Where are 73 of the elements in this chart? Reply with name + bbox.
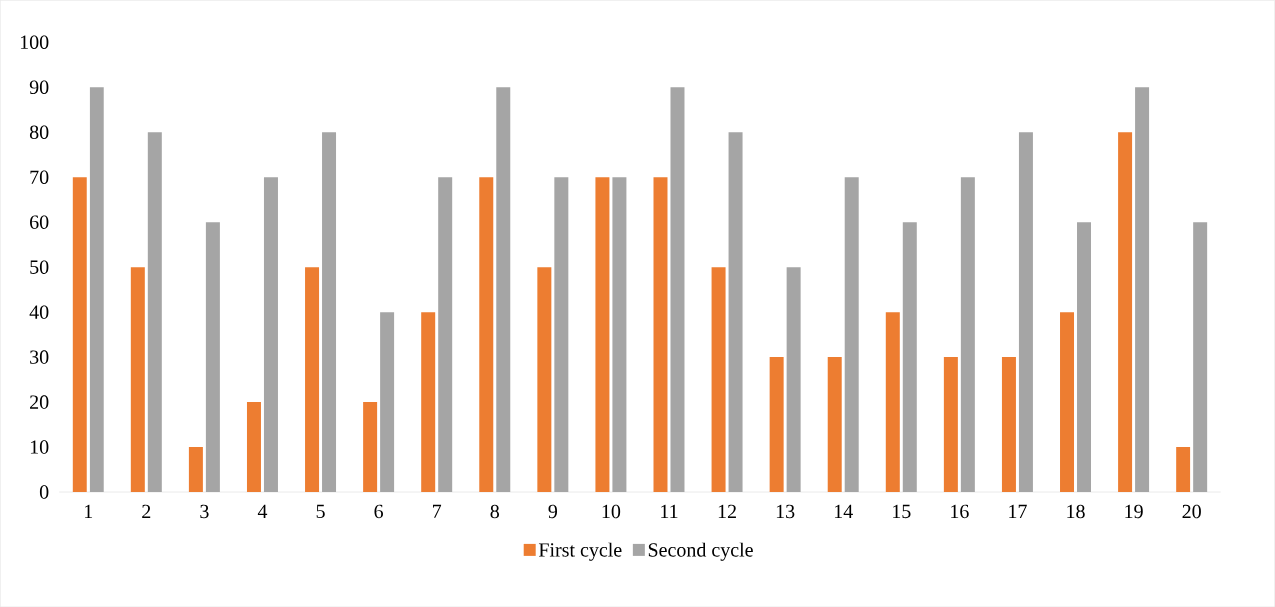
y-tick-label: 90 <box>29 80 49 94</box>
y-tick-label: 70 <box>30 170 49 184</box>
x-tick-label: 5 <box>316 504 325 518</box>
x-tick-label: 13 <box>776 504 795 519</box>
bar <box>72 177 87 492</box>
bar <box>479 177 494 492</box>
x-tick-label: 18 <box>1067 504 1085 519</box>
bar <box>1060 312 1075 492</box>
y-tick-label: 10 <box>30 440 49 454</box>
y-tick-label: 0 <box>39 485 49 499</box>
bar <box>1077 222 1092 492</box>
legend-label: First cycle <box>538 542 622 561</box>
x-tick-label: 4 <box>257 504 268 518</box>
bar <box>380 312 395 492</box>
bar <box>554 177 569 492</box>
bar <box>885 312 900 492</box>
x-tick-label: 7 <box>433 504 442 518</box>
bar <box>769 356 784 492</box>
bar <box>827 356 842 492</box>
x-tick-label: 14 <box>834 504 853 518</box>
x-tick-label: 11 <box>661 504 678 518</box>
bar <box>496 87 511 492</box>
y-tick-label: 100 <box>20 35 49 49</box>
bar <box>943 356 958 492</box>
bar <box>711 267 726 492</box>
bar <box>902 222 917 492</box>
bar <box>1118 132 1133 492</box>
x-tick-label: 8 <box>490 504 500 519</box>
bar <box>786 267 801 492</box>
y-tick-label: 30 <box>30 350 49 364</box>
bar <box>438 177 453 492</box>
y-tick-label: 50 <box>30 260 49 274</box>
bar <box>421 312 436 492</box>
y-tick-label: 60 <box>30 215 49 229</box>
x-tick-label: 15 <box>893 504 911 519</box>
x-tick-label: 16 <box>951 504 969 519</box>
bar <box>89 87 104 492</box>
bar <box>670 87 685 492</box>
x-tick-label: 19 <box>1125 504 1143 519</box>
x-tick-label: 6 <box>374 504 384 519</box>
legend-label: Second cycle <box>648 542 753 561</box>
y-tick-label: 80 <box>29 125 49 139</box>
bar <box>205 222 220 492</box>
bar <box>363 401 378 492</box>
bar <box>263 177 278 492</box>
bar <box>1001 356 1016 492</box>
x-tick-label: 10 <box>602 504 621 519</box>
bar <box>537 267 552 492</box>
bar <box>728 132 743 492</box>
y-tick-label: 20 <box>30 395 49 409</box>
bar <box>612 177 627 492</box>
bar <box>844 177 859 492</box>
x-tick-label: 12 <box>718 504 736 518</box>
y-tick-label: 40 <box>29 305 49 319</box>
bar <box>322 132 337 492</box>
bar <box>188 446 203 492</box>
x-tick-label: 9 <box>548 504 558 519</box>
x-tick-label: 1 <box>85 504 93 518</box>
bar <box>960 177 975 492</box>
bar <box>1193 222 1208 492</box>
bar <box>246 401 261 492</box>
bar <box>1018 132 1033 492</box>
bar <box>130 267 145 492</box>
x-tick-label: 2 <box>142 504 151 518</box>
x-tick-label: 17 <box>1009 504 1027 518</box>
x-tick-label: 3 <box>200 504 209 519</box>
bar <box>1176 446 1191 492</box>
bar <box>595 177 610 492</box>
bar <box>1135 87 1150 492</box>
bar <box>147 132 162 492</box>
x-tick-label: 20 <box>1182 504 1201 519</box>
bar <box>653 177 668 492</box>
bar <box>305 267 320 492</box>
